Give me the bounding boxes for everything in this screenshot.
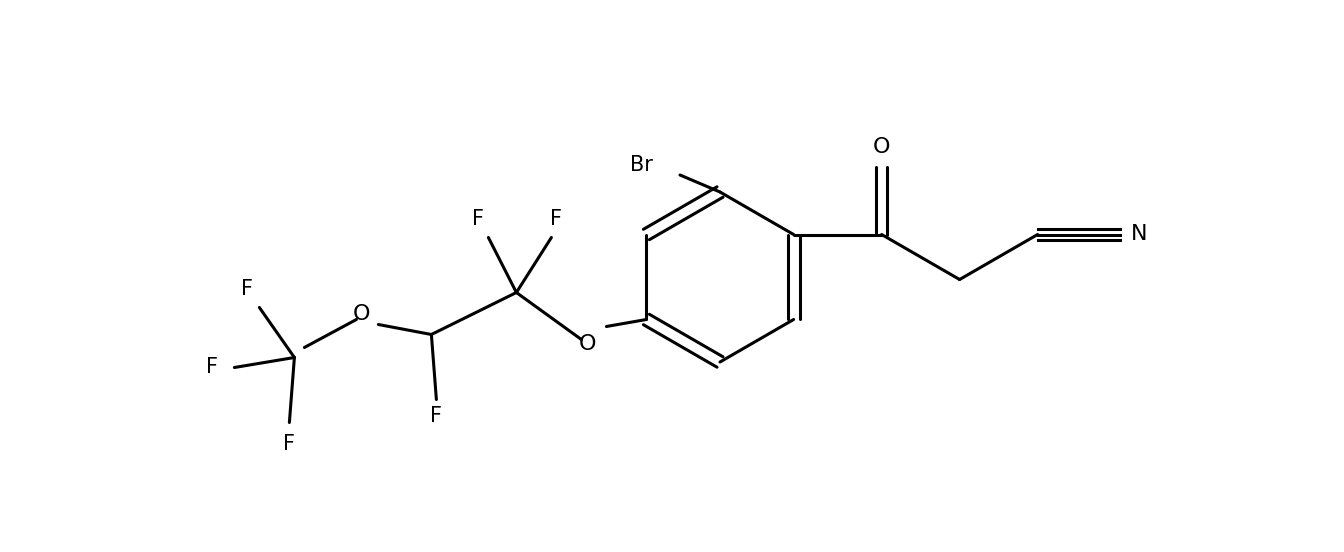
Text: Br: Br [630, 155, 653, 175]
Text: F: F [207, 358, 218, 378]
Text: O: O [872, 137, 890, 157]
Text: O: O [579, 335, 597, 354]
Text: F: F [242, 279, 254, 300]
Text: F: F [430, 406, 442, 427]
Text: F: F [551, 210, 562, 230]
Text: F: F [284, 434, 296, 454]
Text: N: N [1132, 225, 1148, 245]
Text: F: F [472, 210, 484, 230]
Text: O: O [352, 305, 370, 325]
